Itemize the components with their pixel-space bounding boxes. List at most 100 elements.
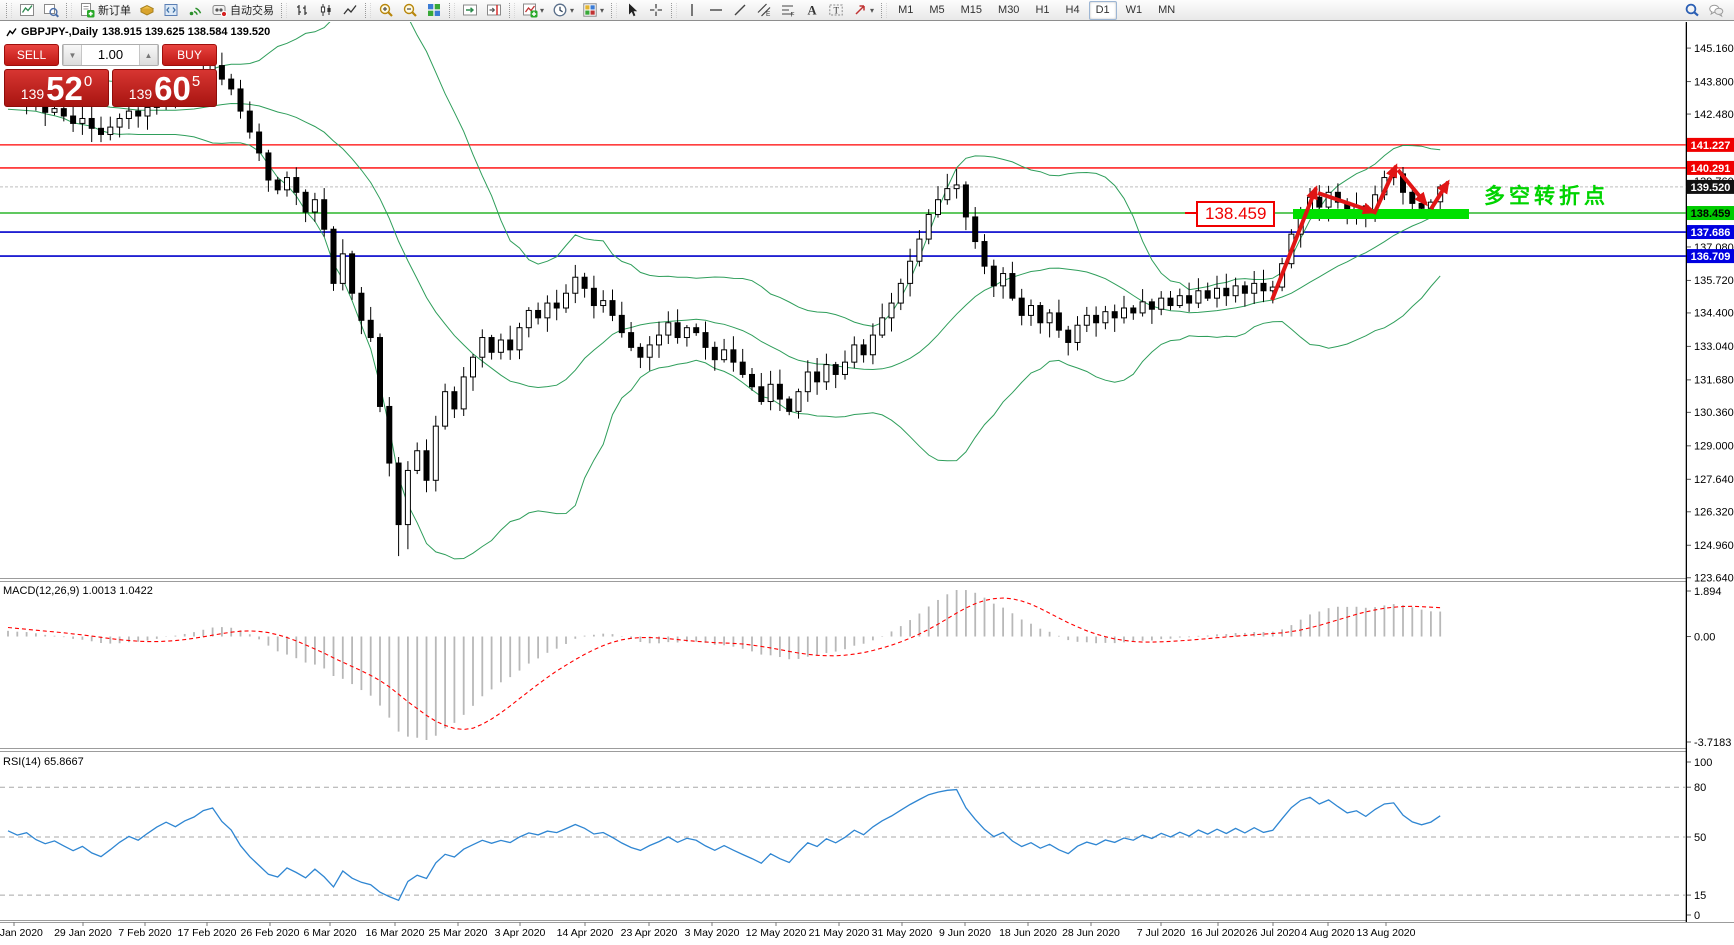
deposit-button[interactable] xyxy=(136,0,158,20)
candle-body xyxy=(98,127,104,135)
autotrading-button[interactable]: 自动交易 xyxy=(208,0,277,20)
chevron-down-icon: ▾ xyxy=(870,5,875,15)
volume-stepper[interactable]: ▼ 1.00 ▲ xyxy=(62,44,159,66)
time-axis[interactable]: 20 Jan 2020 29 Jan 2020 7 Feb 2020 17 Feb 2… xyxy=(0,922,1416,939)
candle-body xyxy=(1148,301,1155,310)
sell-price-display[interactable]: 139 52 0 xyxy=(4,69,109,107)
toolbar-grip xyxy=(66,2,72,18)
text-label-button[interactable]: T xyxy=(825,0,847,20)
search-button[interactable] xyxy=(1681,0,1703,20)
trendline-button[interactable] xyxy=(729,0,751,20)
candle-body xyxy=(962,184,969,218)
trend-arrow[interactable] xyxy=(1372,163,1398,215)
candlestick-chart-button[interactable] xyxy=(315,0,337,20)
vertical-line-button[interactable] xyxy=(681,0,703,20)
axis-tick-label: 1.894 xyxy=(1694,586,1722,598)
text-button[interactable]: A xyxy=(801,0,823,20)
indicators-button[interactable]: ▾ xyxy=(519,0,547,20)
line-chart-button[interactable] xyxy=(339,0,361,20)
turning-point-label[interactable]: 多空转折点 xyxy=(1484,185,1609,208)
price-badge xyxy=(1687,137,1734,152)
candle-body xyxy=(451,391,458,410)
fibonacci-button[interactable]: F xyxy=(777,0,799,20)
chart-shift-button[interactable] xyxy=(483,0,505,20)
trend-arrow[interactable] xyxy=(1396,168,1428,207)
candle-body xyxy=(544,302,551,319)
candle-body xyxy=(739,361,746,375)
candle-body xyxy=(795,391,802,412)
candle-body xyxy=(832,364,839,375)
candle-body xyxy=(1251,282,1258,294)
arrows-icon xyxy=(855,5,865,15)
periods-button[interactable]: ▾ xyxy=(549,0,577,20)
volume-up-icon[interactable]: ▲ xyxy=(139,45,158,65)
timeframe-m5-button[interactable]: M5 xyxy=(929,3,945,16)
candle-body xyxy=(925,213,932,240)
community-button[interactable] xyxy=(1705,0,1727,20)
candle-body xyxy=(525,309,532,329)
price-annotation-box[interactable]: 138.459 xyxy=(1196,201,1276,227)
volume-value[interactable]: 1.00 xyxy=(97,47,124,62)
candle-body xyxy=(1260,282,1267,292)
horizontal-line-button[interactable] xyxy=(705,0,727,20)
templates-button[interactable]: ▾ xyxy=(579,0,607,20)
timeframe-m30-button[interactable]: M30 xyxy=(998,3,1020,16)
candle-body xyxy=(656,334,662,346)
candle-body xyxy=(330,228,337,284)
volume-down-icon[interactable]: ▼ xyxy=(63,45,82,65)
candle-body xyxy=(274,179,281,191)
candle-body xyxy=(851,344,858,363)
candle-body xyxy=(907,260,914,284)
tile-windows-button[interactable] xyxy=(423,0,445,20)
timeframe-w1-button[interactable]: W1 xyxy=(1125,3,1143,16)
cursor-button[interactable] xyxy=(621,0,643,20)
candle-body xyxy=(1139,301,1146,314)
sell-button[interactable]: SELL xyxy=(4,44,59,66)
channel-icon: E xyxy=(757,3,771,18)
zoom-out-button[interactable] xyxy=(399,0,421,20)
buy-button[interactable]: BUY xyxy=(162,44,217,66)
new-chart-button[interactable] xyxy=(16,0,38,20)
candle-body xyxy=(432,425,439,481)
timeframe-h4-button[interactable]: H4 xyxy=(1065,3,1080,16)
profiles-button[interactable] xyxy=(40,0,62,20)
auto-scroll-icon xyxy=(463,4,477,16)
svg-text:F: F xyxy=(791,12,795,19)
toolbar-grip xyxy=(6,2,12,18)
timeframe-m15-button[interactable]: M15 xyxy=(960,3,983,16)
arrows-button[interactable]: ▾ xyxy=(849,0,877,20)
new-order-button[interactable]: 新订单 xyxy=(76,0,134,20)
timeframe-m1-button[interactable]: M1 xyxy=(898,3,914,16)
signal-button[interactable] xyxy=(184,0,206,20)
trend-arrow[interactable] xyxy=(1429,179,1450,211)
channel-button[interactable]: E xyxy=(753,0,775,20)
candle-body xyxy=(395,462,402,526)
candle-body xyxy=(1223,287,1230,297)
candle-body xyxy=(1186,295,1193,304)
price-axis[interactable]: 145.160143.800142.480141.120139.760138.4… xyxy=(1687,22,1734,922)
timeframe-h1-button[interactable]: H1 xyxy=(1035,3,1050,16)
toolbar-grip xyxy=(509,2,515,18)
crosshair-button[interactable] xyxy=(645,0,667,20)
trend-arrow[interactable] xyxy=(1317,191,1377,215)
axis-tick-label: -3.7183 xyxy=(1694,737,1731,749)
line-chart-icon xyxy=(343,5,357,15)
auto-scroll-button[interactable] xyxy=(459,0,481,20)
bar-chart-button[interactable] xyxy=(291,0,313,20)
zoom-in-button[interactable] xyxy=(375,0,397,20)
toolbar-grip xyxy=(611,2,618,18)
bollinger-band-line xyxy=(7,89,1441,389)
candle-body xyxy=(107,126,114,135)
candle-body xyxy=(442,391,449,427)
buy-price-display[interactable]: 139 60 5 xyxy=(112,69,217,107)
support-highlight-bar[interactable] xyxy=(1293,209,1469,219)
candle-body xyxy=(1325,191,1332,208)
zigzag-arrows[interactable] xyxy=(1270,163,1450,301)
buy-price-prefix: 139 xyxy=(128,86,153,102)
trend-arrow[interactable] xyxy=(1270,185,1318,301)
candle-body xyxy=(1009,273,1016,299)
timeframe-d1-button[interactable]: D1 xyxy=(1088,0,1117,20)
timeframe-mn-button[interactable]: MN xyxy=(1158,3,1176,16)
metaeditor-button[interactable] xyxy=(160,0,182,20)
